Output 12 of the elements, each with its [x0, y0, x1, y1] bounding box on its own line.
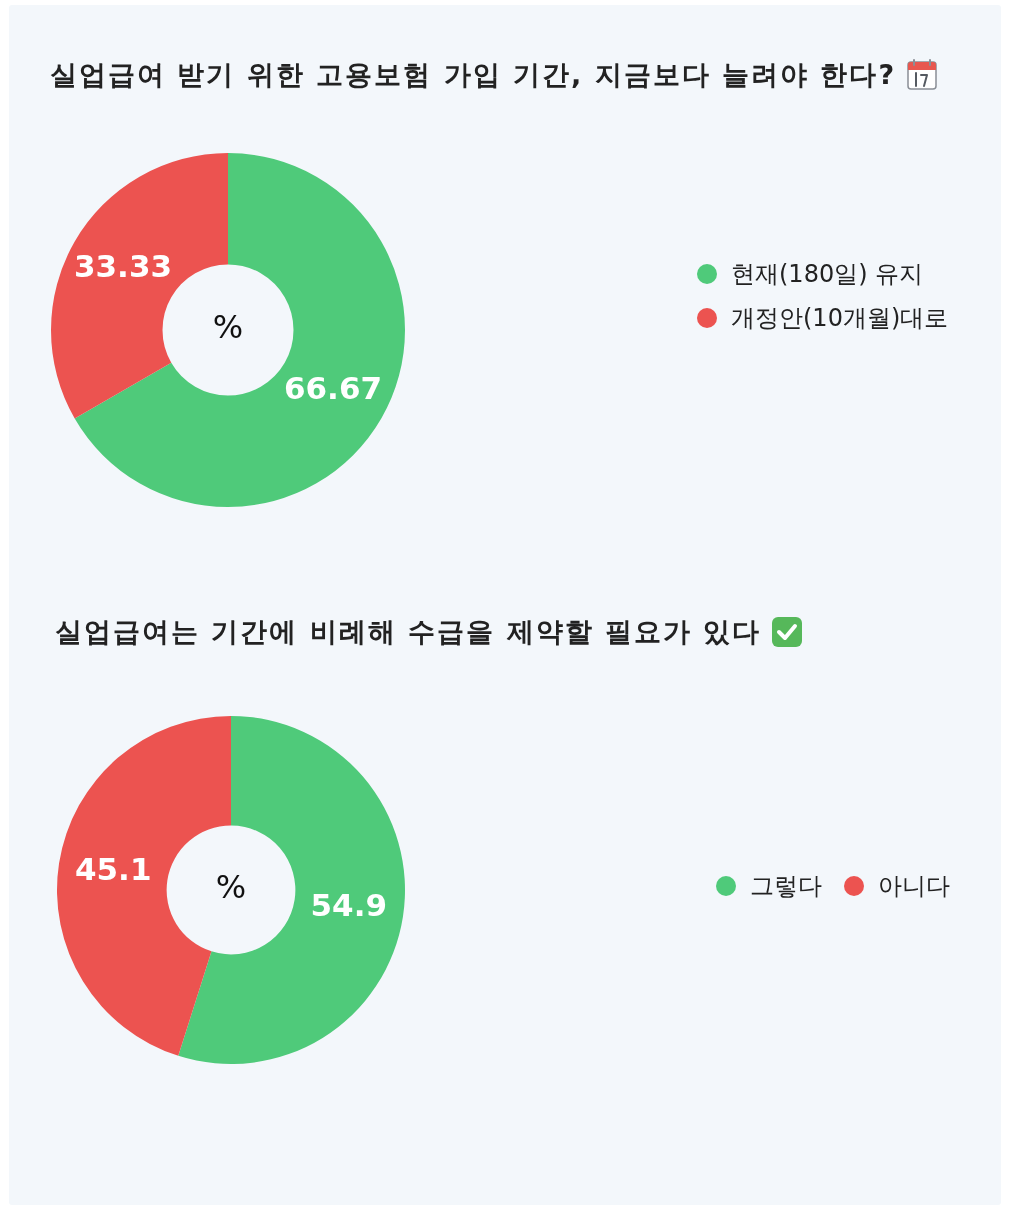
text: %: [212, 308, 244, 347]
data-label: 45.1: [74, 850, 152, 887]
data-label: 66.67: [283, 369, 383, 406]
data-label: 33.33: [73, 248, 173, 285]
legend-label: 아니다: [878, 871, 950, 902]
chart-title: 실업급여 받기 위한 고용보험 가입 기간, 지금보다 늘려야 한다?: [50, 58, 897, 92]
legend-label: 현재(180일) 유지: [731, 259, 924, 290]
chart-title: 실업급여는 기간에 비례해 수급을 제약할 필요가 있다: [55, 615, 762, 649]
legend-label: 그렇다: [750, 871, 822, 902]
data-label: 54.9: [310, 887, 388, 924]
legend-label: 개정안(10개월)대로: [731, 303, 949, 334]
text: %: [215, 868, 247, 907]
